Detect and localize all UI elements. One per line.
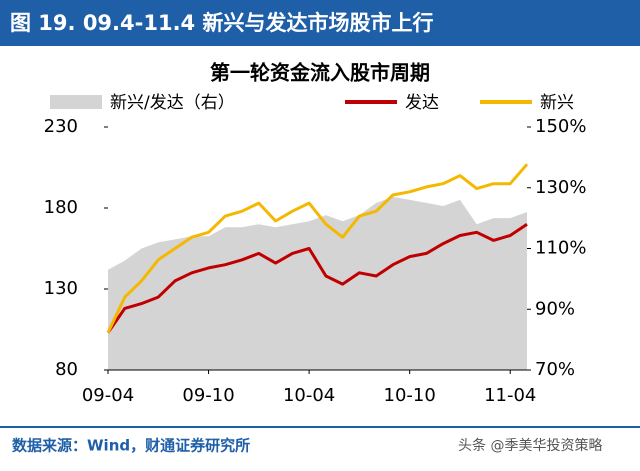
source: 数据来源：Wind，财通证券研究所 bbox=[12, 437, 250, 455]
y-tick-label: 80 bbox=[55, 359, 78, 380]
legend-swatch bbox=[50, 95, 102, 109]
x-tick-label: 09-04 bbox=[82, 385, 134, 406]
y2-tick-label: 90% bbox=[535, 298, 575, 319]
y-tick-label: 180 bbox=[44, 197, 78, 218]
x-tick-label: 10-04 bbox=[283, 385, 335, 406]
y2-tick-label: 70% bbox=[535, 359, 575, 380]
y2-tick-label: 150% bbox=[535, 116, 586, 137]
x-tick-label: 09-10 bbox=[182, 385, 234, 406]
chart-title: 第一轮资金流入股市周期 bbox=[210, 61, 430, 85]
area bbox=[108, 196, 527, 370]
legend-label: 发达 bbox=[405, 93, 439, 113]
y2-tick-label: 110% bbox=[535, 238, 586, 259]
watermark: 头条 @季美华投资策略 bbox=[458, 437, 602, 454]
header-bar bbox=[0, 0, 640, 46]
line bbox=[106, 163, 529, 334]
y-tick-label: 130 bbox=[44, 278, 78, 299]
header-title: 图 19. 09.4-11.4 新兴与发达市场股市上行 bbox=[10, 11, 433, 35]
x-tick-label: 11-04 bbox=[484, 385, 536, 406]
y2-tick-label: 130% bbox=[535, 177, 586, 198]
line bbox=[106, 222, 528, 334]
legend-label: 新兴 bbox=[540, 93, 574, 113]
y-tick-label: 230 bbox=[44, 116, 78, 137]
x-tick-label: 10-10 bbox=[384, 385, 436, 406]
legend-label: 新兴/发达（右） bbox=[110, 93, 235, 113]
